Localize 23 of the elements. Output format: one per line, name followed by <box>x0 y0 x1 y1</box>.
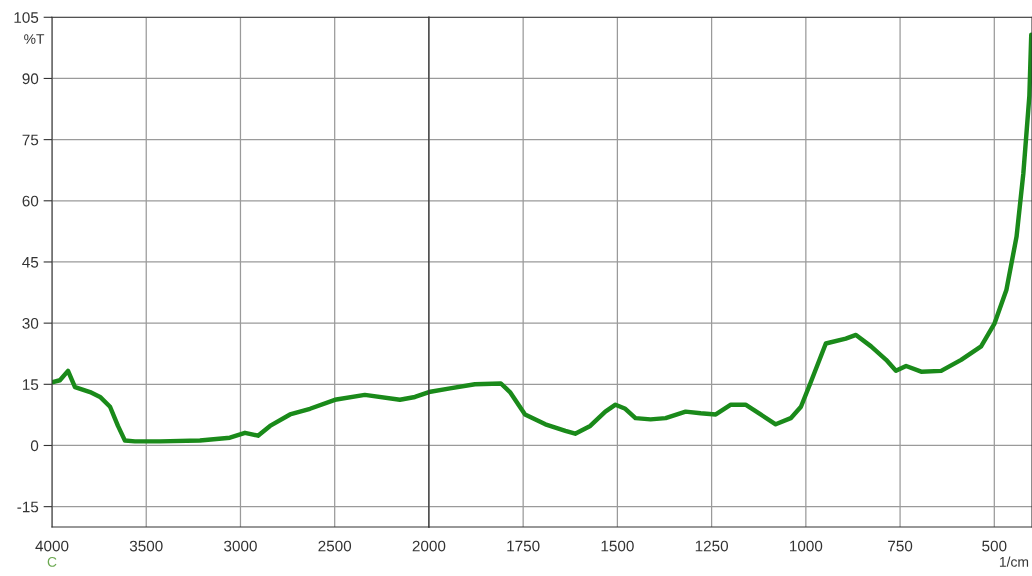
x-tick-label: 2500 <box>318 540 352 552</box>
y-tick-label: 60 <box>22 195 39 207</box>
x-tick-label: 2000 <box>412 540 446 552</box>
y-axis-title: %T <box>24 34 45 44</box>
x-tick-label: 750 <box>888 540 913 552</box>
y-tick-label: 90 <box>22 73 39 85</box>
x-tick-label: 1250 <box>695 540 729 552</box>
y-tick-label: 45 <box>22 256 39 268</box>
x-tick-label: 1750 <box>507 540 540 552</box>
x-axis-title: 1/cm <box>999 556 1029 567</box>
y-tick-label: 105 <box>14 12 39 23</box>
x-tick-label: 1000 <box>790 540 823 552</box>
x-tick-label: 4000 <box>35 540 69 552</box>
y-tick-label: -15 <box>17 501 39 513</box>
y-tick-label: 75 <box>22 134 39 146</box>
y-tick-label: 0 <box>30 440 39 452</box>
text: C <box>47 556 57 567</box>
x-tick-label: 3000 <box>224 540 257 552</box>
x-tick-label: 1500 <box>601 540 634 552</box>
x-tick-label: 3500 <box>129 540 163 552</box>
x-tick-label: 500 <box>982 540 1007 552</box>
y-tick-label: 30 <box>22 318 39 329</box>
y-tick-label: 15 <box>22 379 39 390</box>
